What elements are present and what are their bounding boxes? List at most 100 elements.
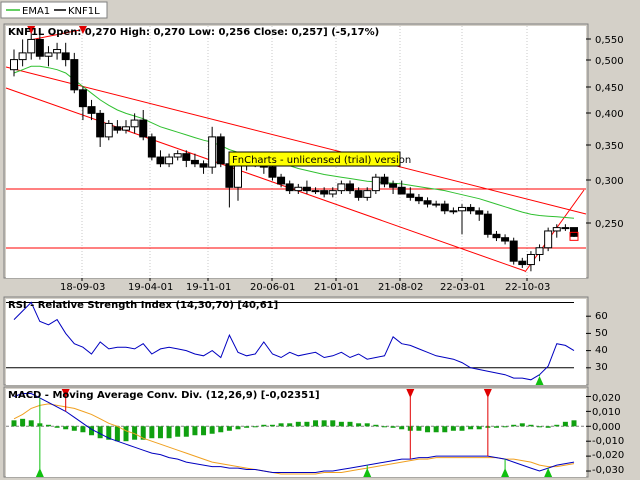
candle-down <box>423 200 432 205</box>
y-tick: 40 <box>595 345 608 356</box>
histogram-bar <box>28 420 34 427</box>
histogram-bar <box>304 421 310 427</box>
histogram-bar <box>373 424 379 427</box>
candle-down <box>268 166 277 178</box>
candle-down <box>389 183 398 188</box>
candle-down <box>509 240 518 262</box>
candle-down <box>199 163 208 168</box>
histogram-bar <box>11 420 17 427</box>
candle-down <box>406 193 415 198</box>
candle-down <box>78 89 87 108</box>
candle-up <box>449 210 458 213</box>
histogram-bar <box>425 426 431 433</box>
candle-down <box>190 159 199 165</box>
price-x-axis: 18-09-03 19-04-01 19-11-01 20-06-01 21-0… <box>60 282 550 293</box>
watermark: FnCharts - unlicensed (trial) version <box>228 151 411 167</box>
candle-down <box>225 163 234 188</box>
y-tick: 0,400 <box>595 109 624 120</box>
x-tick: 19-04-01 <box>128 282 173 293</box>
sell-signal-arrow <box>483 389 492 398</box>
histogram-bar <box>562 421 568 427</box>
histogram-bar <box>269 424 275 427</box>
candle-up <box>535 247 544 255</box>
price-panel-title: KNF1L Open: 0,270 High: 0,270 Low: 0,256… <box>8 27 379 38</box>
rsi-line <box>13 301 575 381</box>
y-tick: -0,010 <box>592 436 624 447</box>
symbol-legend-label: KNF1L <box>68 6 100 17</box>
macd-y-axis: 0,020 0,010 0,000 -0,010 -0,020 -0,030 <box>592 393 624 476</box>
buy-signal-arrow <box>501 468 510 477</box>
histogram-bar <box>63 426 69 430</box>
candle-up <box>552 227 561 232</box>
y-tick: 0,000 <box>592 422 621 433</box>
candle-up <box>234 163 242 188</box>
histogram-bar <box>71 426 77 431</box>
y-tick: -0,020 <box>592 450 624 461</box>
candle-up <box>458 206 466 212</box>
histogram-bar <box>313 420 319 427</box>
candle-down <box>156 156 165 165</box>
histogram-bar <box>390 426 396 428</box>
histogram-bar <box>201 426 207 436</box>
x-tick: 22-03-01 <box>440 282 485 293</box>
histogram-bar <box>528 424 534 427</box>
candle-up <box>130 119 139 128</box>
histogram-bar <box>235 426 241 430</box>
candle-up <box>10 59 18 71</box>
last-candle-marker <box>569 231 579 241</box>
sell-signal-arrow <box>78 26 87 34</box>
candle-up <box>432 203 441 206</box>
histogram-bar <box>209 426 215 434</box>
histogram-bar <box>338 421 344 427</box>
candle-down <box>216 136 225 165</box>
histogram-bar <box>45 424 51 427</box>
macd-line <box>13 393 575 473</box>
histogram-bar <box>261 424 267 427</box>
candle-up <box>104 122 113 138</box>
candle-up <box>165 156 174 165</box>
histogram-bar <box>571 420 577 427</box>
buy-signal-arrow <box>363 468 372 477</box>
histogram-bar <box>450 426 456 431</box>
candle-up <box>561 227 570 230</box>
ema-legend-label: EMA1 <box>22 6 50 17</box>
rsi-panel-title: RSI - Relative Strength Index (14,30,70)… <box>8 300 278 311</box>
histogram-bar <box>123 426 129 442</box>
candle-down <box>139 119 148 138</box>
histogram-bar <box>287 423 293 427</box>
candle-up <box>122 126 130 131</box>
candle-up <box>294 186 303 192</box>
candle-down <box>61 52 70 61</box>
macd-panel-title: MACD - Moving Average Conv. Div. (12,26,… <box>8 390 320 401</box>
y-tick: 0,010 <box>592 407 621 418</box>
histogram-bar <box>493 426 499 428</box>
candle-down <box>354 190 363 198</box>
candle-up <box>173 153 182 158</box>
histogram-bar <box>106 426 112 440</box>
watermark-box <box>228 151 401 167</box>
y-tick: 0,300 <box>595 176 624 187</box>
histogram-bar <box>54 426 60 428</box>
x-tick: 18-09-03 <box>60 282 105 293</box>
rsi-y-axis: 60 50 40 30 <box>595 311 608 373</box>
x-tick: 19-11-01 <box>186 282 231 293</box>
candle-down <box>96 112 105 138</box>
histogram-bar <box>399 426 405 430</box>
price-panel: KNF1L Open: 0,270 High: 0,270 Low: 0,256… <box>3 23 624 293</box>
candle-down <box>414 196 423 202</box>
histogram-bar <box>80 426 86 433</box>
histogram-bar <box>321 420 327 427</box>
macd-panel: MACD - Moving Average Conv. Div. (12,26,… <box>3 386 624 478</box>
histogram-bar <box>97 426 103 439</box>
candle-up <box>526 253 535 266</box>
y-tick: 50 <box>595 328 608 339</box>
candle-down <box>380 176 389 185</box>
candle-down <box>346 183 354 192</box>
histogram-bar <box>537 426 543 428</box>
histogram-bar <box>252 426 258 428</box>
histogram-bar <box>89 426 95 436</box>
candles <box>10 26 579 272</box>
candle-down <box>277 176 286 185</box>
histogram-bar <box>468 426 474 430</box>
candle-up <box>18 52 27 61</box>
